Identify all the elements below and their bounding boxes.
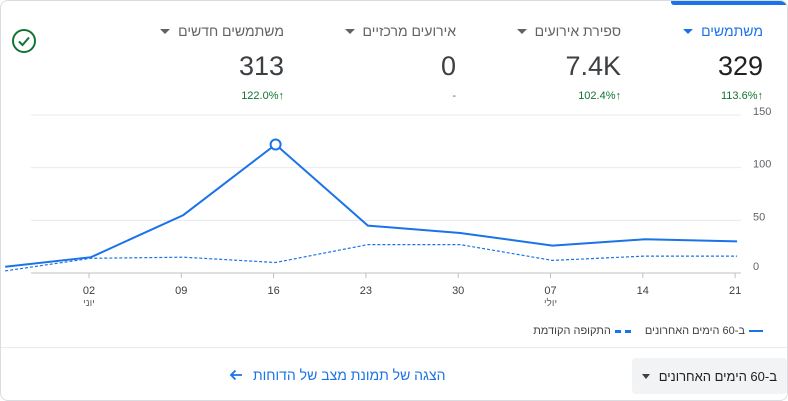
series-line-current-period: [5, 143, 738, 268]
y-tick-label: 150: [753, 107, 771, 118]
legend-item-previous: התקופה הקודמת: [533, 325, 631, 337]
chevron-down-icon: [160, 28, 171, 34]
metric-change: ↑122.0%: [160, 89, 284, 103]
metric-new-users[interactable]: משתמשים חדשים 313 ↑122.0%: [160, 19, 284, 111]
view-reports-snapshot-link[interactable]: הצגה של תמונת מצב של הדוחות: [229, 367, 445, 383]
x-tick-label: 02: [83, 285, 95, 297]
metric-users-label[interactable]: משתמשים: [683, 19, 763, 43]
chevron-down-icon: [344, 28, 355, 34]
metric-change: -: [345, 89, 456, 103]
metric-value: 7.4K: [565, 51, 621, 81]
report-link-text: הצגה של תמונת מצב של הדוחות: [253, 367, 446, 383]
series-line-previous-period: [5, 244, 738, 272]
metric-value: 329: [717, 51, 763, 81]
legend-dashed-swatch: [614, 329, 631, 333]
check-circle-icon: [12, 29, 36, 53]
legend-current-label: ב-60 הימים האחרונים: [644, 325, 745, 337]
legend-previous-label: התקופה הקודמת: [533, 325, 611, 337]
arrow-up-icon: ↑: [615, 90, 622, 102]
chevron-down-icon: [642, 373, 650, 379]
footer-divider: [1, 347, 787, 348]
metric-value: 313: [238, 51, 284, 81]
metric-value: 0: [440, 51, 456, 81]
metric-change: ↑113.6%: [683, 89, 763, 103]
metric-event-count-label[interactable]: ספירת אירועים: [516, 19, 621, 43]
x-tick-label: 23: [360, 285, 372, 297]
metric-new-users-label[interactable]: משתמשים חדשים: [160, 19, 284, 43]
y-tick-label: 100: [753, 159, 771, 171]
metric-change-value: 113.6%: [721, 90, 758, 102]
metric-change: ↑102.4%: [517, 89, 621, 103]
x-tick-label: 16: [267, 285, 279, 297]
metric-change-value: -: [452, 90, 456, 102]
y-tick-label: 50: [753, 211, 765, 223]
legend-solid-swatch: [749, 330, 763, 332]
metric-key-events-label[interactable]: אירועים מרכזיים: [344, 19, 456, 43]
y-tick-label: 0: [753, 261, 759, 273]
chevron-down-icon: [516, 28, 527, 34]
date-range-dropdown[interactable]: ב-60 הימים האחרונים: [632, 358, 787, 394]
x-tick-label: 09: [175, 285, 187, 297]
arrow-up-icon: ↑: [278, 90, 285, 102]
selected-metric-indicator: [671, 1, 787, 5]
metric-label-text: אירועים מרכזיים: [362, 23, 456, 39]
metric-event-count[interactable]: ספירת אירועים 7.4K ↑102.4%: [516, 19, 621, 111]
x-tick-label: 30: [452, 285, 464, 297]
arrow-left-icon: [229, 369, 242, 381]
date-range-label: ב-60 הימים האחרונים: [658, 368, 777, 384]
legend-item-current: ב-60 הימים האחרונים: [645, 325, 763, 337]
metric-label-text: משתמשים חדשים: [178, 23, 284, 39]
x-tick-label: 21: [729, 285, 741, 297]
metric-label-text: משתמשים: [701, 23, 763, 39]
x-tick-label: 14: [637, 285, 649, 297]
arrow-up-icon: ↑: [757, 90, 764, 102]
chart-legend: ב-60 הימים האחרונים התקופה הקודמת: [533, 325, 763, 337]
metric-users[interactable]: משתמשים 329 ↑113.6%: [683, 19, 763, 111]
metric-key-events[interactable]: אירועים מרכזיים 0 -: [344, 19, 456, 111]
metric-change-value: 102.4%: [578, 90, 616, 102]
x-tick-label: 07: [544, 285, 556, 297]
x-tick-sublabel: יולי: [544, 297, 557, 309]
metric-change-value: 122.0%: [241, 90, 279, 102]
x-tick-sublabel: יוני: [83, 298, 95, 309]
highlight-point: [269, 138, 282, 151]
chevron-down-icon: [683, 28, 694, 34]
metric-label-text: ספירת אירועים: [534, 23, 621, 39]
